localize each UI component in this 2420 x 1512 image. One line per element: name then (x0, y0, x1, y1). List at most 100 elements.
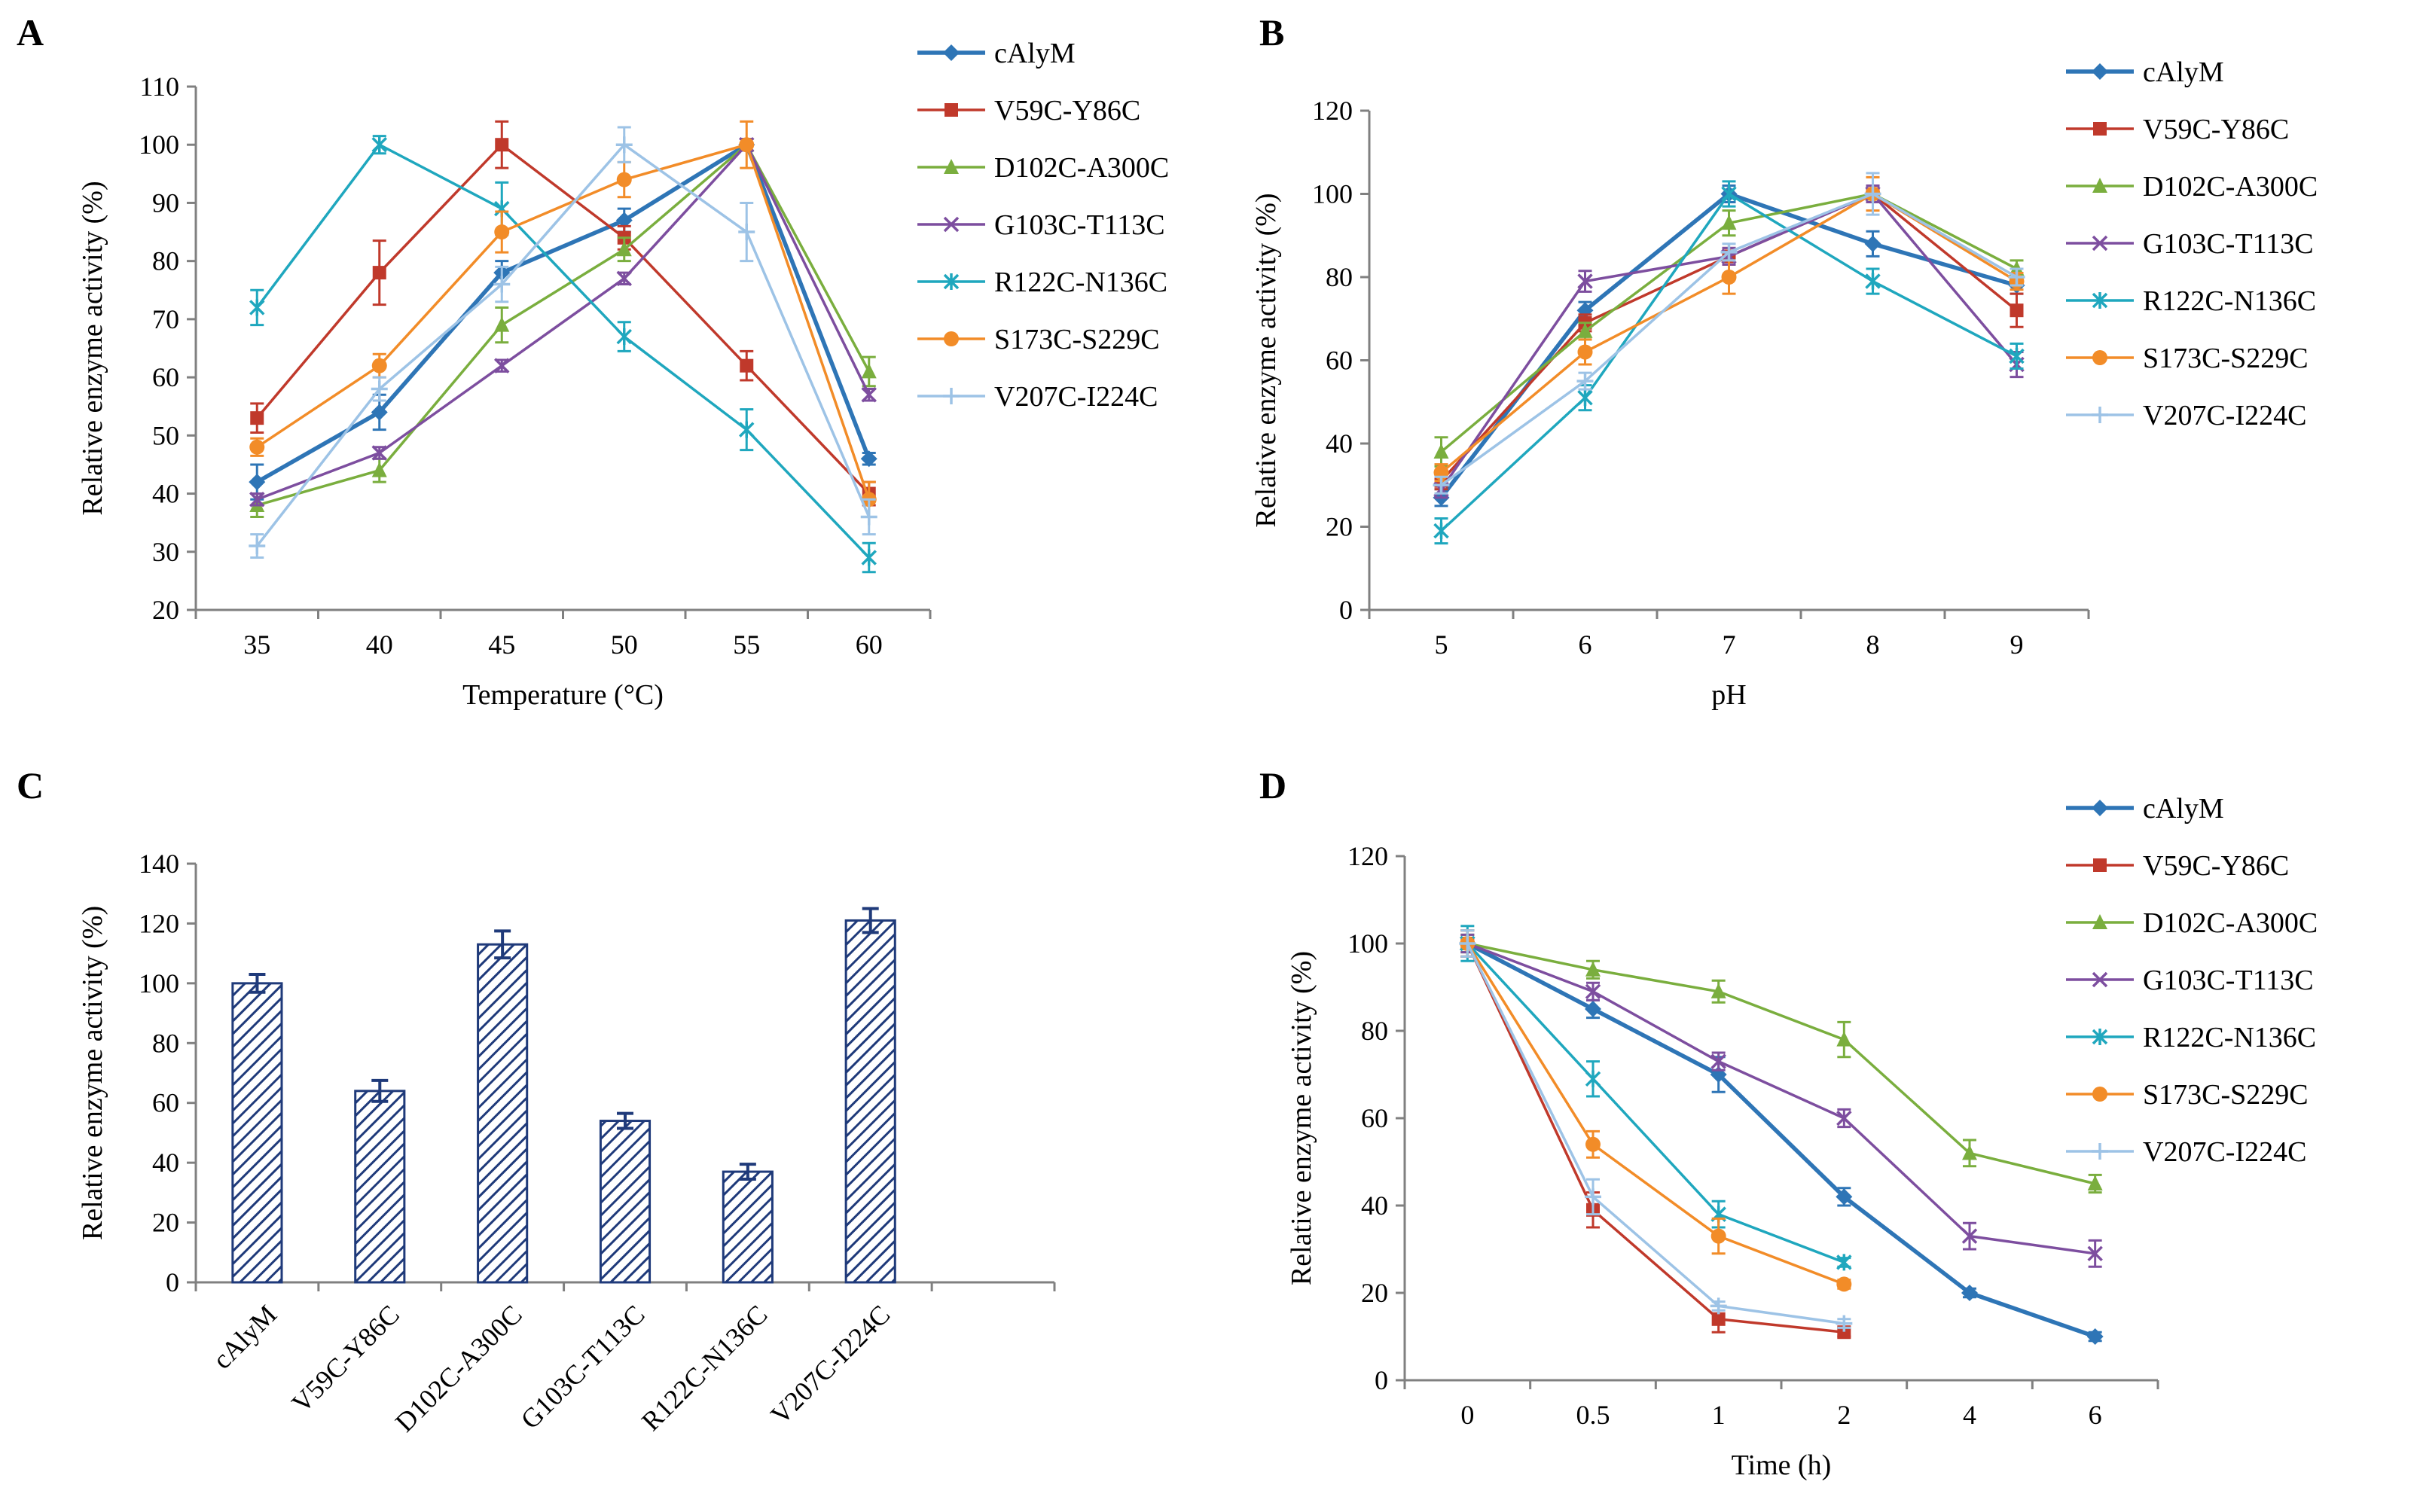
a-data-point-d102c-a300c (861, 363, 877, 379)
c-y-tick-label: 100 (139, 968, 179, 998)
a-legend-label-calym: cAlyM (994, 38, 1076, 69)
c-y-tick-label: 40 (152, 1148, 179, 1178)
a-data-point-d102c-a300c (616, 241, 632, 257)
a-x-tick-label: 60 (856, 629, 883, 660)
b-x-axis-title: pH (1711, 679, 1746, 711)
a-legend-label-r122c-n136c: R122C-N136C (994, 267, 1167, 298)
a-data-point-r122c-n136c (861, 549, 877, 566)
b-data-point-r122c-n136c (1721, 185, 1737, 203)
d-legend-label-g103c-t113c: G103C-T113C (2143, 965, 2314, 996)
a-data-point-v59c-y86c (250, 411, 264, 425)
d-series-line-calym (1466, 941, 2096, 1339)
c-x-tick-label-r122c-n136c: R122C-N136C (636, 1299, 773, 1436)
d-x-axis-title: Time (h) (1732, 1450, 1832, 1481)
a-x-tick-label: 55 (733, 629, 760, 660)
a-series-line-g103c-t113c (256, 143, 871, 501)
d-series-line-r122c-n136c (1466, 942, 1845, 1264)
c-error-bar-g103c-t113c (617, 1111, 633, 1130)
d-data-point-g103c-t113c (1710, 1053, 1726, 1069)
a-x-tick-label: 45 (488, 629, 515, 660)
d-series-line-d102c-a300c (1466, 942, 2096, 1185)
a-data-point-g103c-t113c (371, 445, 387, 461)
a-data-point-r122c-n136c (739, 421, 755, 438)
b-series-line-v59c-y86c (1440, 192, 2018, 482)
d-data-point-d102c-a300c (1585, 961, 1601, 977)
a-x-tick-label: 50 (611, 629, 638, 660)
d-x-tick-label: 0.5 (1576, 1400, 1610, 1430)
b-y-tick-label: 100 (1312, 179, 1353, 209)
b-x-tick-label: 7 (1723, 629, 1736, 660)
b-data-point-v207c-i224c (1864, 185, 1881, 203)
a-legend-label-d102c-a300c: D102C-A300C (994, 152, 1169, 184)
a-data-point-v207c-i224c (493, 276, 511, 293)
b-y-tick-label: 0 (1339, 595, 1353, 625)
b-x-tick-label: 9 (2010, 629, 2024, 660)
b-legend-marker-s173c-s229c (2092, 350, 2107, 365)
a-data-point-v59c-y86c (372, 266, 386, 280)
c-error-bar-r122c-n136c (739, 1163, 756, 1181)
panel-c: 0 20 40 60 80 100 120 140 Relative enzyme activi… (77, 849, 1056, 1437)
d-legend-label-d102c-a300c: D102C-A300C (2143, 907, 2318, 939)
c-error-bar-v59c-y86c (371, 1078, 389, 1103)
b-data-point-s173c-s229c (1577, 344, 1593, 360)
a-y-tick-label: 110 (139, 72, 179, 102)
d-x-tick-label: 4 (1963, 1400, 1976, 1430)
b-legend-marker-calym (2092, 63, 2108, 80)
c-error-bar-d102c-a300c (494, 929, 511, 960)
a-legend-label-v59c-y86c: V59C-Y86C (994, 95, 1140, 127)
a-y-tick-label: 30 (152, 537, 179, 567)
c-y-tick-label: 120 (139, 908, 179, 938)
c-bar-r122c-n136c (722, 1170, 774, 1284)
d-legend-marker-s173c-s229c (2092, 1087, 2107, 1102)
a-legend-label-g103c-t113c: G103C-T113C (994, 209, 1165, 241)
d-data-point-g103c-t113c (2087, 1245, 2103, 1262)
b-data-point-v207c-i224c (1576, 373, 1594, 390)
c-y-tick-label: 140 (139, 849, 179, 879)
a-data-point-s173c-s229c (249, 439, 265, 455)
d-data-point-v207c-i224c (1710, 1297, 1727, 1315)
a-y-tick-label: 40 (152, 479, 179, 509)
d-legend-label-calym: cAlyM (2143, 793, 2224, 825)
b-legend-marker-v59c-y86c (2093, 122, 2107, 136)
a-legend-marker-v207c-i224c (943, 388, 960, 404)
a-y-tick-label: 20 (152, 595, 179, 625)
c-error-bar-calym (249, 972, 266, 994)
d-data-point-g103c-t113c (1961, 1228, 1978, 1244)
c-x-tick-label-g103c-t113c: G103C-T113C (515, 1299, 651, 1434)
a-legend-marker-calym (943, 44, 960, 61)
c-bar-g103c-t113c (599, 1120, 652, 1284)
d-legend-marker-v59c-y86c (2093, 858, 2107, 872)
a-legend-marker-s173c-s229c (944, 331, 959, 346)
a-data-point-g103c-t113c (249, 492, 265, 508)
b-y-axis-title: Relative enzyme activity (%) (1250, 193, 1282, 527)
d-data-point-d102c-a300c (1710, 983, 1726, 998)
a-legend-marker-d102c-a300c (944, 159, 959, 174)
d-data-point-calym (2086, 1328, 2104, 1345)
c-x-tick-label-calym: cAlyM (207, 1299, 282, 1374)
d-legend-label-r122c-n136c: R122C-N136C (2143, 1022, 2316, 1053)
b-legend-label-d102c-a300c: D102C-A300C (2143, 171, 2318, 203)
a-series-line-calym (255, 142, 871, 484)
d-data-point-d102c-a300c (2087, 1175, 2103, 1190)
b-data-point-d102c-a300c (1721, 215, 1737, 230)
d-y-tick-label: 0 (1375, 1365, 1388, 1395)
d-data-point-d102c-a300c (1962, 1145, 1977, 1160)
a-data-point-v207c-i224c (860, 508, 877, 526)
a-data-point-calym (371, 404, 388, 421)
a-legend-marker-g103c-t113c (943, 216, 960, 233)
b-y-tick-label: 20 (1326, 512, 1353, 542)
b-data-point-g103c-t113c (1577, 273, 1593, 289)
d-data-point-calym (1836, 1188, 1853, 1206)
d-data-point-calym (1585, 1001, 1601, 1017)
c-y-tick-label: 60 (152, 1088, 179, 1118)
d-legend-label-v207c-i224c: V207C-I224C (2143, 1136, 2306, 1168)
a-x-tick-label: 35 (243, 629, 270, 660)
b-data-point-r122c-n136c (2009, 347, 2025, 364)
b-y-tick-label: 120 (1312, 96, 1353, 126)
a-series-line-r122c-n136c (255, 143, 871, 559)
d-data-point-v207c-i224c (1585, 1188, 1601, 1206)
b-legend-marker-g103c-t113c (2092, 235, 2108, 251)
b-x-tick-label: 8 (1866, 629, 1880, 660)
b-data-point-calym (1864, 235, 1881, 252)
